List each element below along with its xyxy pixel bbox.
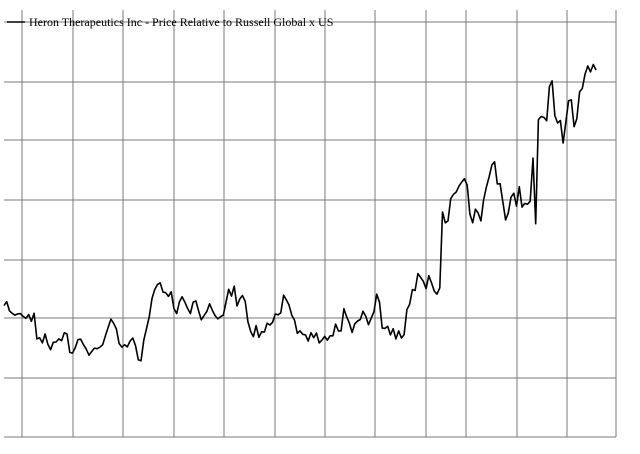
series-line	[4, 65, 596, 361]
chart-grid	[4, 10, 616, 437]
legend-label: Heron Therapeutics Inc - Price Relative …	[29, 15, 333, 29]
legend: Heron Therapeutics Inc - Price Relative …	[7, 15, 333, 29]
series-layer	[4, 65, 596, 361]
